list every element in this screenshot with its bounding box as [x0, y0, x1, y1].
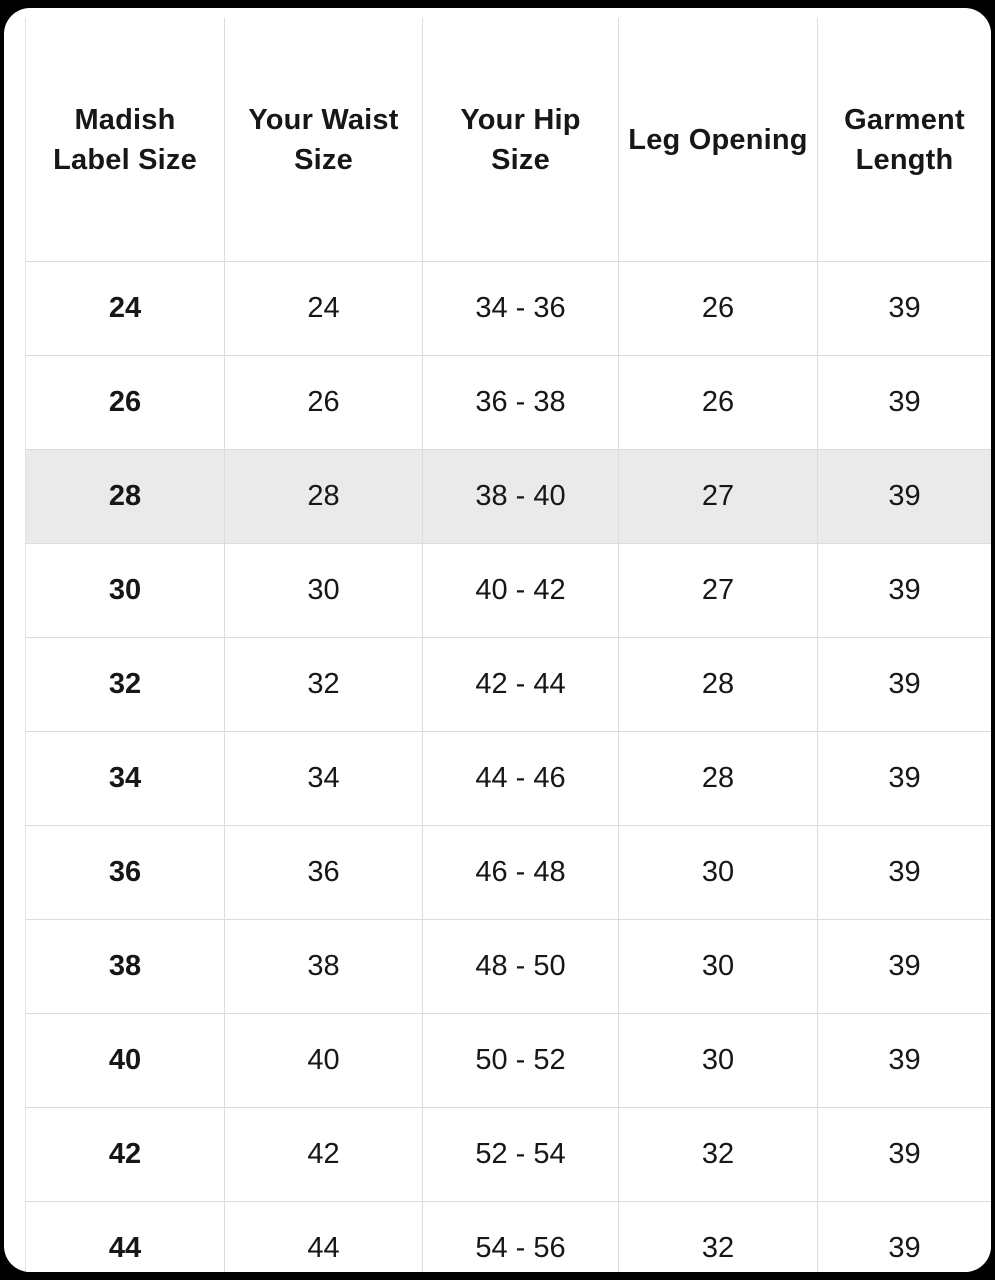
column-header-garment-length: Garment Length: [817, 18, 991, 262]
cell-leg-opening: 30: [618, 825, 818, 920]
cell-label-size: 38: [25, 919, 225, 1014]
table-row[interactable]: 24 24 34 - 36 26 39: [25, 261, 991, 356]
cell-label-size: 40: [25, 1013, 225, 1108]
cell-hip-size: 42 - 44: [422, 637, 619, 732]
size-chart-card: Madish Label Size Your Waist Size Your H…: [4, 8, 991, 1272]
cell-leg-opening: 27: [618, 543, 818, 638]
table-row[interactable]: 34 34 44 - 46 28 39: [25, 731, 991, 826]
cell-waist-size: 28: [224, 449, 423, 544]
table-row[interactable]: 32 32 42 - 44 28 39: [25, 637, 991, 732]
cell-label-size: 30: [25, 543, 225, 638]
cell-waist-size: 40: [224, 1013, 423, 1108]
cell-label-size: 32: [25, 637, 225, 732]
table-row[interactable]: 44 44 54 - 56 32 39: [25, 1201, 991, 1272]
cell-leg-opening: 30: [618, 1013, 818, 1108]
table-row[interactable]: 42 42 52 - 54 32 39: [25, 1107, 991, 1202]
cell-waist-size: 32: [224, 637, 423, 732]
cell-hip-size: 34 - 36: [422, 261, 619, 356]
table-row[interactable]: 30 30 40 - 42 27 39: [25, 543, 991, 638]
cell-label-size: 36: [25, 825, 225, 920]
cell-garment-length: 39: [817, 731, 991, 826]
cell-label-size: 44: [25, 1201, 225, 1272]
cell-hip-size: 54 - 56: [422, 1201, 619, 1272]
size-chart-table: Madish Label Size Your Waist Size Your H…: [25, 18, 991, 1272]
cell-leg-opening: 32: [618, 1107, 818, 1202]
cell-leg-opening: 26: [618, 355, 818, 450]
cell-leg-opening: 28: [618, 731, 818, 826]
table-body: 24 24 34 - 36 26 39 26 26 36 - 38 26 39 …: [25, 261, 991, 1272]
cell-waist-size: 38: [224, 919, 423, 1014]
cell-hip-size: 38 - 40: [422, 449, 619, 544]
column-header-waist-size: Your Waist Size: [224, 18, 423, 262]
header-row: Madish Label Size Your Waist Size Your H…: [25, 18, 991, 262]
cell-garment-length: 39: [817, 355, 991, 450]
cell-hip-size: 52 - 54: [422, 1107, 619, 1202]
cell-leg-opening: 30: [618, 919, 818, 1014]
cell-waist-size: 44: [224, 1201, 423, 1272]
cell-hip-size: 46 - 48: [422, 825, 619, 920]
table-row[interactable]: 36 36 46 - 48 30 39: [25, 825, 991, 920]
cell-garment-length: 39: [817, 825, 991, 920]
cell-waist-size: 36: [224, 825, 423, 920]
cell-label-size: 26: [25, 355, 225, 450]
cell-waist-size: 30: [224, 543, 423, 638]
cell-garment-length: 39: [817, 919, 991, 1014]
table-row[interactable]: 26 26 36 - 38 26 39: [25, 355, 991, 450]
cell-garment-length: 39: [817, 1013, 991, 1108]
cell-waist-size: 34: [224, 731, 423, 826]
column-header-leg-opening: Leg Opening: [618, 18, 818, 262]
cell-hip-size: 40 - 42: [422, 543, 619, 638]
table-row[interactable]: 40 40 50 - 52 30 39: [25, 1013, 991, 1108]
column-header-label-size: Madish Label Size: [25, 18, 225, 262]
cell-garment-length: 39: [817, 1107, 991, 1202]
cell-hip-size: 48 - 50: [422, 919, 619, 1014]
table-row[interactable]: 38 38 48 - 50 30 39: [25, 919, 991, 1014]
cell-label-size: 34: [25, 731, 225, 826]
cell-leg-opening: 26: [618, 261, 818, 356]
cell-leg-opening: 28: [618, 637, 818, 732]
table-row-highlighted[interactable]: 28 28 38 - 40 27 39: [25, 449, 991, 544]
column-header-hip-size: Your Hip Size: [422, 18, 619, 262]
cell-waist-size: 24: [224, 261, 423, 356]
cell-hip-size: 44 - 46: [422, 731, 619, 826]
cell-hip-size: 36 - 38: [422, 355, 619, 450]
cell-garment-length: 39: [817, 449, 991, 544]
cell-label-size: 42: [25, 1107, 225, 1202]
cell-leg-opening: 27: [618, 449, 818, 544]
cell-waist-size: 26: [224, 355, 423, 450]
cell-garment-length: 39: [817, 543, 991, 638]
cell-garment-length: 39: [817, 637, 991, 732]
cell-label-size: 24: [25, 261, 225, 356]
cell-leg-opening: 32: [618, 1201, 818, 1272]
cell-garment-length: 39: [817, 261, 991, 356]
cell-garment-length: 39: [817, 1201, 991, 1272]
table-header: Madish Label Size Your Waist Size Your H…: [25, 18, 991, 262]
cell-waist-size: 42: [224, 1107, 423, 1202]
cell-label-size: 28: [25, 449, 225, 544]
cell-hip-size: 50 - 52: [422, 1013, 619, 1108]
